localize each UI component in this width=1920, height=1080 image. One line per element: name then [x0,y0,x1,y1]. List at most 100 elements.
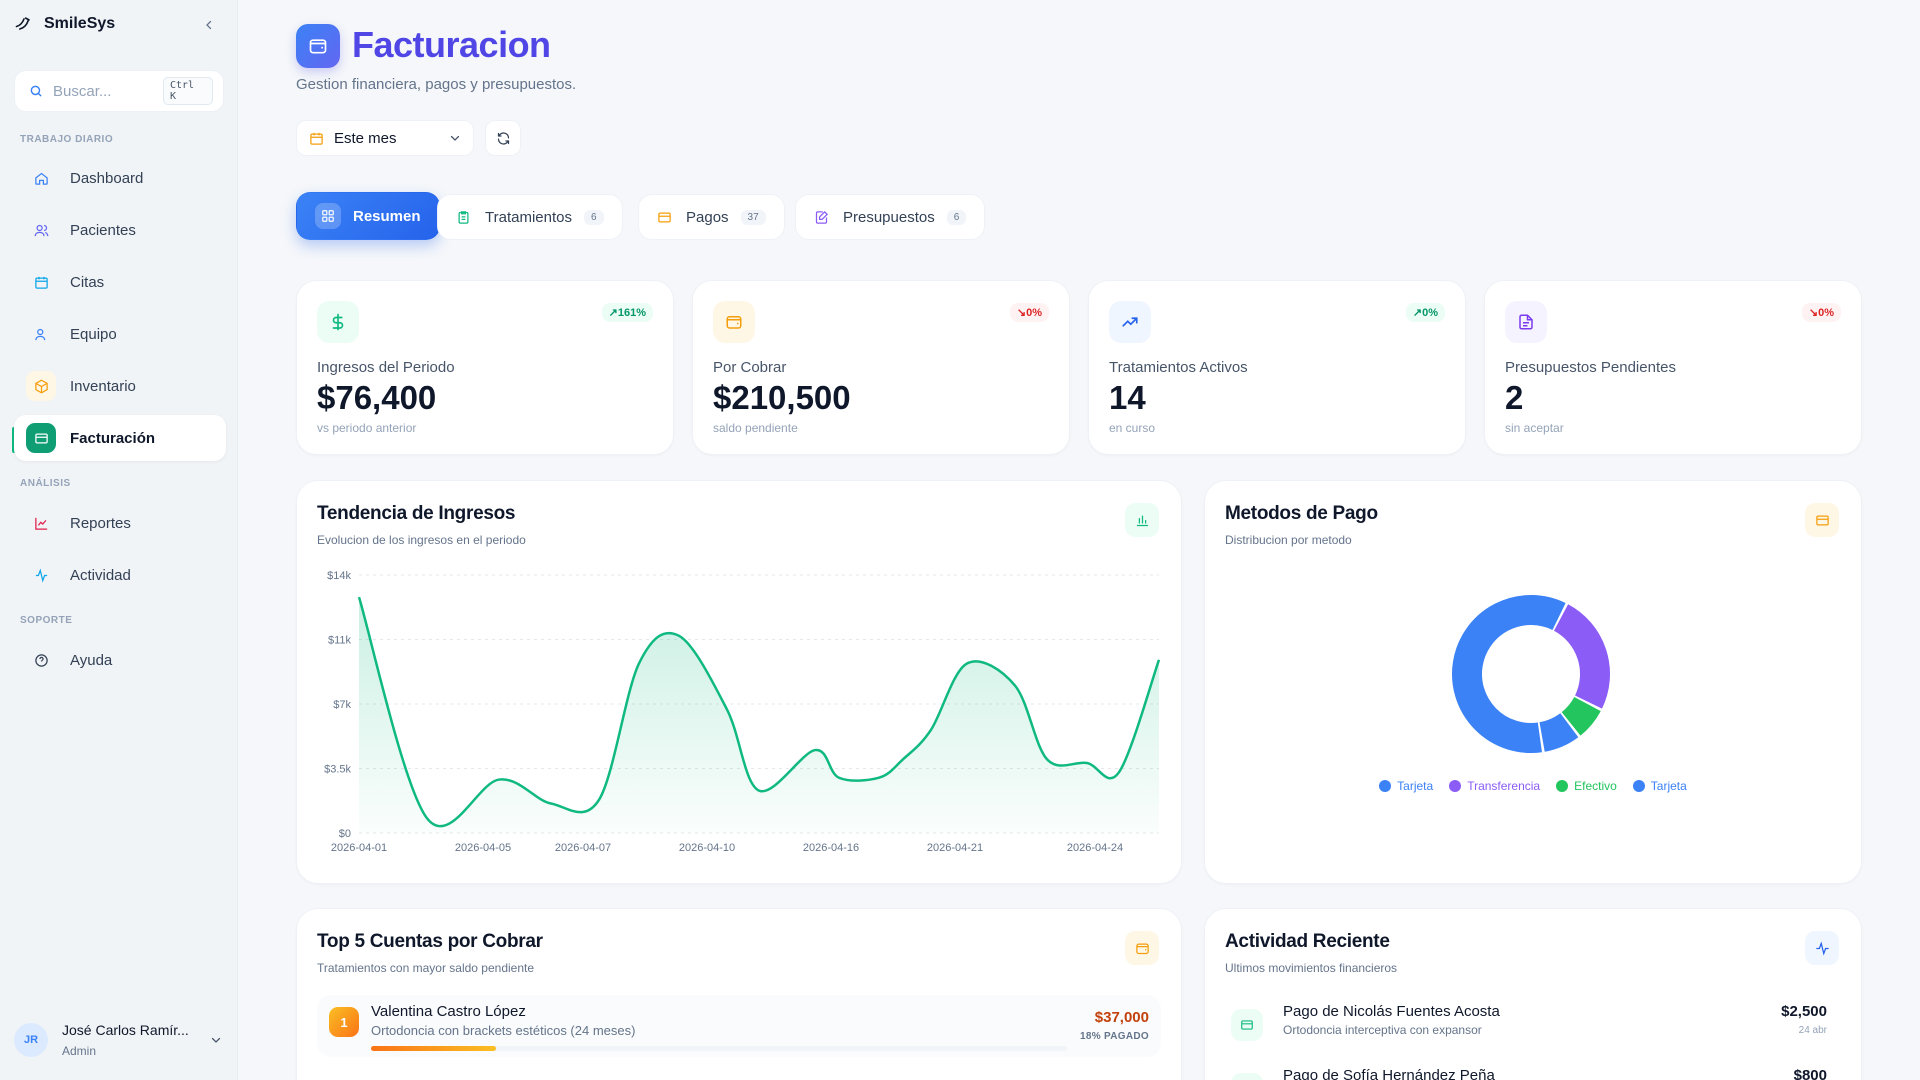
sidebar-item-dashboard[interactable]: Dashboard [14,155,226,201]
card-subtitle: Evolucion de los ingresos en el periodo [317,533,526,547]
sidebar-item-actividad[interactable]: Actividad [14,552,226,598]
paid-percent: 18% PAGADO [1080,1031,1149,1042]
stat-value: $76,400 [317,379,437,416]
credit-card-icon[interactable] [1805,503,1839,537]
x-tick-label: 2026-04-16 [803,842,859,854]
sidebar-item-ayuda[interactable]: Ayuda [14,637,226,683]
stat-card-presupuestos: ↘0% Presupuestos Pendientes 2 sin acepta… [1484,280,1862,455]
brand[interactable]: SmileSys [14,14,115,34]
activity-row[interactable]: Pago de Nicolás Fuentes Acosta Ortodonci… [1225,1001,1841,1057]
payment-methods-card: Metodos de Pago Distribucion por metodo … [1204,480,1862,884]
wallet-icon[interactable] [1125,931,1159,965]
paid-progress-fill [371,1046,497,1051]
y-tick-label: $3.5k [324,764,351,776]
legend-label: Transferencia [1467,779,1541,793]
credit-card-icon [658,212,671,222]
box-icon [26,371,56,401]
wallet-icon [713,301,755,343]
period-select[interactable]: Este mes [296,120,474,156]
line-chart-icon [26,508,56,538]
sidebar-item-label: Facturación [70,429,156,447]
search-box[interactable]: Ctrl K [14,70,224,112]
sidebar-item-pacientes[interactable]: Pacientes [14,207,226,253]
x-tick-label: 2026-04-24 [1067,842,1123,854]
tab-resumen[interactable]: Resumen [296,192,440,240]
shortcut-hint: Ctrl K [163,77,213,105]
sidebar-item-reportes[interactable]: Reportes [14,500,226,546]
y-tick-label: $14k [327,570,351,582]
search-icon [30,85,42,97]
section-label-analysis: ANÁLISIS [20,478,71,489]
trend-badge: ↗161% [601,303,653,322]
sidebar-item-inventario[interactable]: Inventario [14,363,226,409]
credit-card-icon [1231,1009,1263,1041]
sidebar-item-label: Dashboard [70,169,144,187]
stat-note: vs periodo anterior [317,421,417,435]
legend-label: Tarjeta [1650,779,1687,793]
avatar: JR [14,1023,48,1057]
refresh-button[interactable] [485,120,521,156]
y-tick-label: $7k [333,699,351,711]
activity-icon[interactable] [1805,931,1839,965]
stat-label: Ingresos del Periodo [317,359,455,376]
bar-chart-icon[interactable] [1125,503,1159,537]
x-tick-label: 2026-04-05 [455,842,511,854]
sidebar-item-citas[interactable]: Citas [14,259,226,305]
sidebar: SmileSys Ctrl K TRABAJO DIARIO Dashboard… [0,0,238,1080]
sidebar-item-label: Pacientes [70,221,136,239]
series-line [357,596,1161,828]
home-icon [26,163,56,193]
pie-slice [1538,712,1579,752]
balance-amount: $37,000 [1094,1009,1149,1026]
tab-tratamientos[interactable]: Tratamientos 6 [437,194,623,240]
sidebar-item-label: Ayuda [70,651,113,669]
card-title: Metodos de Pago [1225,503,1378,524]
legend-swatch [1556,780,1569,792]
y-tick-label: $11k [328,635,352,647]
tab-label: Pagos [686,208,729,226]
tab-count: 37 [740,209,766,225]
card-title: Tendencia de Ingresos [317,503,516,524]
user-menu[interactable]: JR José Carlos Ramír... Admin [14,1014,226,1066]
rank-badge: 1 [329,1007,359,1037]
account-row[interactable]: 1 Valentina Castro López Ortodoncia con … [317,995,1161,1057]
calendar-icon [310,132,323,145]
refresh-icon [497,131,509,145]
stat-card-ingresos: ↗161% Ingresos del Periodo $76,400 vs pe… [296,280,674,455]
period-value: Este mes [334,129,397,147]
tab-label: Presupuestos [843,208,935,226]
activity-icon [26,560,56,590]
card-title: Top 5 Cuentas por Cobrar [317,931,543,952]
sidebar-item-label: Citas [70,273,105,291]
sidebar-item-equipo[interactable]: Equipo [14,311,226,357]
x-tick-label: 2026-04-07 [555,842,611,854]
credit-card-icon [1231,1073,1263,1080]
card-subtitle: Ultimos movimientos financieros [1225,961,1398,975]
stat-value: 14 [1109,379,1146,416]
document-icon [1505,301,1547,343]
search-input[interactable] [53,82,163,100]
section-label-daily: TRABAJO DIARIO [20,134,114,145]
activity-row[interactable]: Pago de Sofía Hernández Peña $800 [1225,1065,1841,1080]
stat-note: en curso [1109,421,1156,435]
legend-item: Efectivo [1556,779,1617,793]
trend-badge: ↗0% [1405,303,1445,322]
pie-slice [1452,595,1566,753]
tab-pagos[interactable]: Pagos 37 [638,194,785,240]
collapse-sidebar-icon[interactable] [203,18,215,34]
card-title: Actividad Reciente [1225,931,1390,952]
calendar-icon [26,267,56,297]
main-content: Facturacion Gestion financiera, pagos y … [238,0,1920,1080]
activity-amount: $800 [1793,1067,1827,1080]
payment-donut-chart [1452,595,1610,753]
x-tick-label: 2026-04-10 [679,842,735,854]
user-name: José Carlos Ramír... [62,1022,189,1038]
paid-progress-bar [371,1046,1067,1051]
tab-label: Tratamientos [485,208,572,226]
section-label-support: SOPORTE [20,615,73,626]
area-fill [359,597,1159,833]
sidebar-item-facturacion[interactable]: Facturación [14,415,226,461]
sidebar-item-label: Reportes [70,514,131,532]
stat-label: Por Cobrar [713,359,787,376]
tab-presupuestos[interactable]: Presupuestos 6 [795,194,986,240]
